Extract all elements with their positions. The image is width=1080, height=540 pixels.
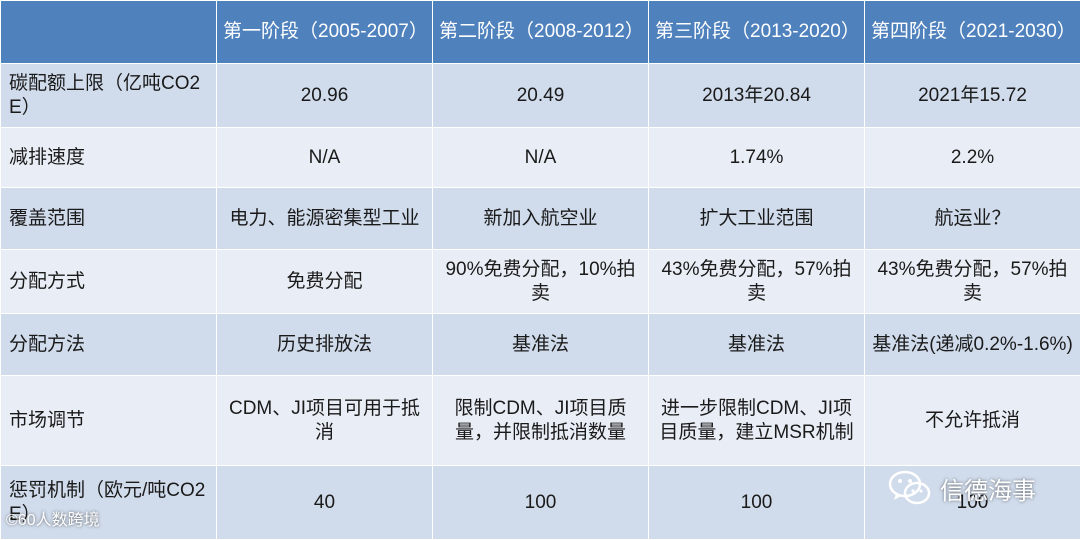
- table-cell: 基准法: [433, 314, 649, 376]
- table-row-penalty: 惩罚机制（欧元/吨CO2E） 40 100 100 100: [1, 466, 1080, 540]
- table-cell: 40: [217, 466, 433, 540]
- table-cell: 20.96: [217, 64, 433, 128]
- table-cell: 2013年20.84: [649, 64, 865, 128]
- row-label: 惩罚机制（欧元/吨CO2E）: [1, 466, 217, 540]
- row-label: 分配方式: [1, 250, 217, 314]
- table-row-reduction-rate: 减排速度 N/A N/A 1.74% 2.2%: [1, 128, 1080, 188]
- table-cell: 新加入航空业: [433, 188, 649, 250]
- row-label: 碳配额上限（亿吨CO2E）: [1, 64, 217, 128]
- row-label: 减排速度: [1, 128, 217, 188]
- table-cell: 2021年15.72: [865, 64, 1080, 128]
- table-cell: CDM、JI项目可用于抵消: [217, 376, 433, 466]
- table-cell: 扩大工业范围: [649, 188, 865, 250]
- table-row-allocation-method: 分配方法 历史排放法 基准法 基准法 基准法(递减0.2%-1.6%): [1, 314, 1080, 376]
- table-cell: 基准法: [649, 314, 865, 376]
- table-cell: 限制CDM、JI项目质量，并限制抵消数量: [433, 376, 649, 466]
- header-phase-4: 第四阶段（2021-2030）: [865, 1, 1080, 64]
- header-phase-1: 第一阶段（2005-2007）: [217, 1, 433, 64]
- table-cell: 基准法(递减0.2%-1.6%): [865, 314, 1080, 376]
- table-cell: 2.2%: [865, 128, 1080, 188]
- table-cell: 100: [433, 466, 649, 540]
- table-row-allocation-mode: 分配方式 免费分配 90%免费分配，10%拍卖 43%免费分配，57%拍卖 43…: [1, 250, 1080, 314]
- row-label: 覆盖范围: [1, 188, 217, 250]
- table-cell: 进一步限制CDM、JI项目质量，建立MSR机制: [649, 376, 865, 466]
- table-cell: 100: [865, 466, 1080, 540]
- row-label: 分配方法: [1, 314, 217, 376]
- header-phase-2: 第二阶段（2008-2012）: [433, 1, 649, 64]
- table-cell: 不允许抵消: [865, 376, 1080, 466]
- table-cell: N/A: [433, 128, 649, 188]
- table-cell: 90%免费分配，10%拍卖: [433, 250, 649, 314]
- header-phase-3: 第三阶段（2013-2020）: [649, 1, 865, 64]
- table-row-cap: 碳配额上限（亿吨CO2E） 20.96 20.49 2013年20.84 202…: [1, 64, 1080, 128]
- table-cell: 免费分配: [217, 250, 433, 314]
- table-row-coverage: 覆盖范围 电力、能源密集型工业 新加入航空业 扩大工业范围 航运业？: [1, 188, 1080, 250]
- table-row-market-regulation: 市场调节 CDM、JI项目可用于抵消 限制CDM、JI项目质量，并限制抵消数量 …: [1, 376, 1080, 466]
- table-cell: 20.49: [433, 64, 649, 128]
- table-cell: 1.74%: [649, 128, 865, 188]
- table-cell: 43%免费分配，57%拍卖: [865, 250, 1080, 314]
- header-row: 第一阶段（2005-2007） 第二阶段（2008-2012） 第三阶段（201…: [1, 1, 1080, 64]
- header-corner-cell: [1, 1, 217, 64]
- table-cell: N/A: [217, 128, 433, 188]
- table-cell: 航运业？: [865, 188, 1080, 250]
- table-cell: 电力、能源密集型工业: [217, 188, 433, 250]
- table-cell: 43%免费分配，57%拍卖: [649, 250, 865, 314]
- table-cell: 100: [649, 466, 865, 540]
- table-cell: 历史排放法: [217, 314, 433, 376]
- row-label: 市场调节: [1, 376, 217, 466]
